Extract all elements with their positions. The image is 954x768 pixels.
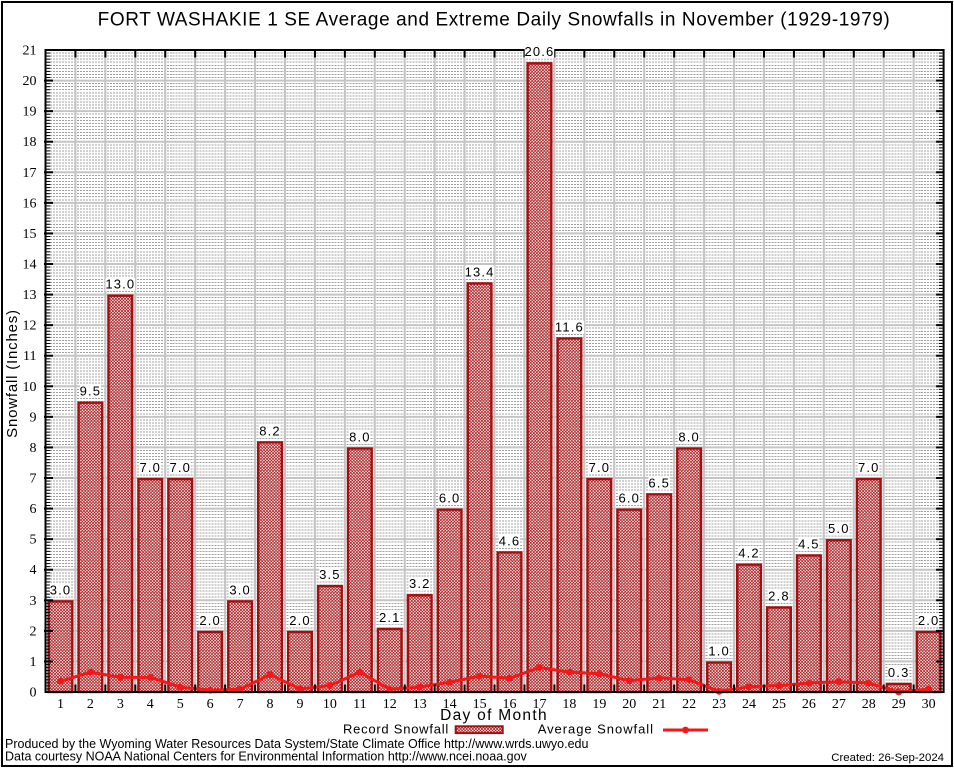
svg-text:11: 11 (353, 697, 366, 712)
svg-text:18: 18 (562, 697, 576, 712)
svg-text:6.0: 6.0 (439, 491, 461, 506)
svg-text:17: 17 (23, 166, 37, 181)
svg-text:2.8: 2.8 (768, 588, 790, 603)
svg-text:2.0: 2.0 (199, 613, 221, 628)
svg-text:4: 4 (147, 697, 154, 712)
svg-text:1: 1 (57, 697, 64, 712)
svg-text:8.0: 8.0 (678, 429, 700, 444)
svg-text:2: 2 (87, 697, 94, 712)
svg-text:8.0: 8.0 (349, 429, 371, 444)
svg-text:22: 22 (682, 697, 696, 712)
svg-text:2.1: 2.1 (379, 610, 401, 625)
svg-text:13.4: 13.4 (465, 264, 495, 279)
svg-text:12: 12 (23, 319, 37, 334)
svg-text:24: 24 (742, 697, 756, 712)
svg-text:12: 12 (383, 697, 397, 712)
svg-text:7: 7 (237, 697, 244, 712)
svg-text:6.0: 6.0 (618, 491, 640, 506)
svg-text:14: 14 (443, 697, 457, 712)
svg-text:Average Snowfall: Average Snowfall (538, 722, 654, 737)
svg-text:Data courtesy NOAA National Ce: Data courtesy NOAA National Centers for … (5, 750, 528, 764)
svg-text:0: 0 (30, 686, 37, 701)
svg-text:Snowfall (Inches): Snowfall (Inches) (4, 309, 21, 438)
svg-text:17: 17 (532, 697, 546, 712)
svg-text:21: 21 (23, 44, 37, 59)
svg-text:16: 16 (23, 196, 37, 211)
svg-text:11.6: 11.6 (555, 319, 584, 334)
svg-text:0.3: 0.3 (888, 665, 910, 680)
svg-text:3: 3 (117, 697, 124, 712)
svg-text:4.5: 4.5 (798, 536, 820, 551)
svg-text:21: 21 (652, 697, 666, 712)
svg-text:2.0: 2.0 (289, 613, 311, 628)
svg-text:20: 20 (23, 74, 37, 89)
svg-text:28: 28 (862, 697, 876, 712)
svg-text:19: 19 (23, 105, 37, 120)
svg-text:2.0: 2.0 (918, 613, 940, 628)
svg-text:8: 8 (30, 441, 37, 456)
svg-text:Record Snowfall: Record Snowfall (343, 722, 449, 737)
svg-text:Day of Month: Day of Month (440, 707, 548, 724)
svg-text:4.2: 4.2 (738, 546, 760, 561)
svg-text:10: 10 (323, 697, 337, 712)
svg-text:FORT WASHAKIE 1 SE Average and: FORT WASHAKIE 1 SE Average and Extreme D… (98, 10, 891, 31)
svg-text:23: 23 (712, 697, 726, 712)
svg-text:4.6: 4.6 (499, 533, 521, 548)
svg-text:7.0: 7.0 (858, 460, 880, 475)
svg-text:13: 13 (23, 288, 37, 303)
svg-text:2: 2 (30, 624, 37, 639)
svg-text:13: 13 (413, 697, 427, 712)
svg-text:1: 1 (30, 655, 37, 670)
svg-text:7.0: 7.0 (589, 460, 611, 475)
svg-text:20.6: 20.6 (525, 44, 555, 59)
svg-text:18: 18 (23, 135, 37, 150)
svg-text:14: 14 (23, 258, 37, 273)
svg-text:6: 6 (207, 697, 214, 712)
svg-text:5: 5 (30, 533, 37, 548)
svg-text:26: 26 (802, 697, 816, 712)
svg-text:3.0: 3.0 (50, 582, 72, 597)
svg-text:5: 5 (177, 697, 184, 712)
svg-text:15: 15 (473, 697, 487, 712)
svg-text:3.0: 3.0 (229, 582, 251, 597)
svg-text:1.0: 1.0 (708, 643, 730, 658)
svg-text:8.2: 8.2 (259, 423, 281, 438)
svg-text:7.0: 7.0 (169, 460, 191, 475)
svg-text:13.0: 13.0 (105, 277, 135, 292)
svg-text:8: 8 (267, 697, 274, 712)
svg-text:Produced by the Wyoming Water: Produced by the Wyoming Water Resources … (5, 737, 589, 751)
svg-text:30: 30 (922, 697, 936, 712)
svg-text:4: 4 (30, 563, 37, 578)
svg-text:27: 27 (832, 697, 846, 712)
svg-text:7: 7 (30, 472, 37, 487)
svg-text:Created: 26-Sep-2024: Created: 26-Sep-2024 (831, 752, 944, 764)
svg-text:9: 9 (30, 410, 37, 425)
svg-text:16: 16 (503, 697, 517, 712)
svg-text:3.5: 3.5 (319, 567, 341, 582)
svg-text:19: 19 (592, 697, 606, 712)
svg-text:29: 29 (892, 697, 906, 712)
svg-text:11: 11 (23, 349, 36, 364)
svg-text:25: 25 (772, 697, 786, 712)
svg-text:3.2: 3.2 (409, 576, 431, 591)
svg-text:3: 3 (30, 594, 37, 609)
svg-text:20: 20 (622, 697, 636, 712)
svg-text:15: 15 (23, 227, 37, 242)
svg-text:9: 9 (296, 697, 303, 712)
svg-text:6.5: 6.5 (648, 475, 670, 490)
svg-text:10: 10 (23, 380, 37, 395)
svg-text:9.5: 9.5 (80, 384, 102, 399)
svg-text:7.0: 7.0 (140, 460, 162, 475)
svg-text:5.0: 5.0 (828, 521, 850, 536)
svg-text:6: 6 (30, 502, 37, 517)
